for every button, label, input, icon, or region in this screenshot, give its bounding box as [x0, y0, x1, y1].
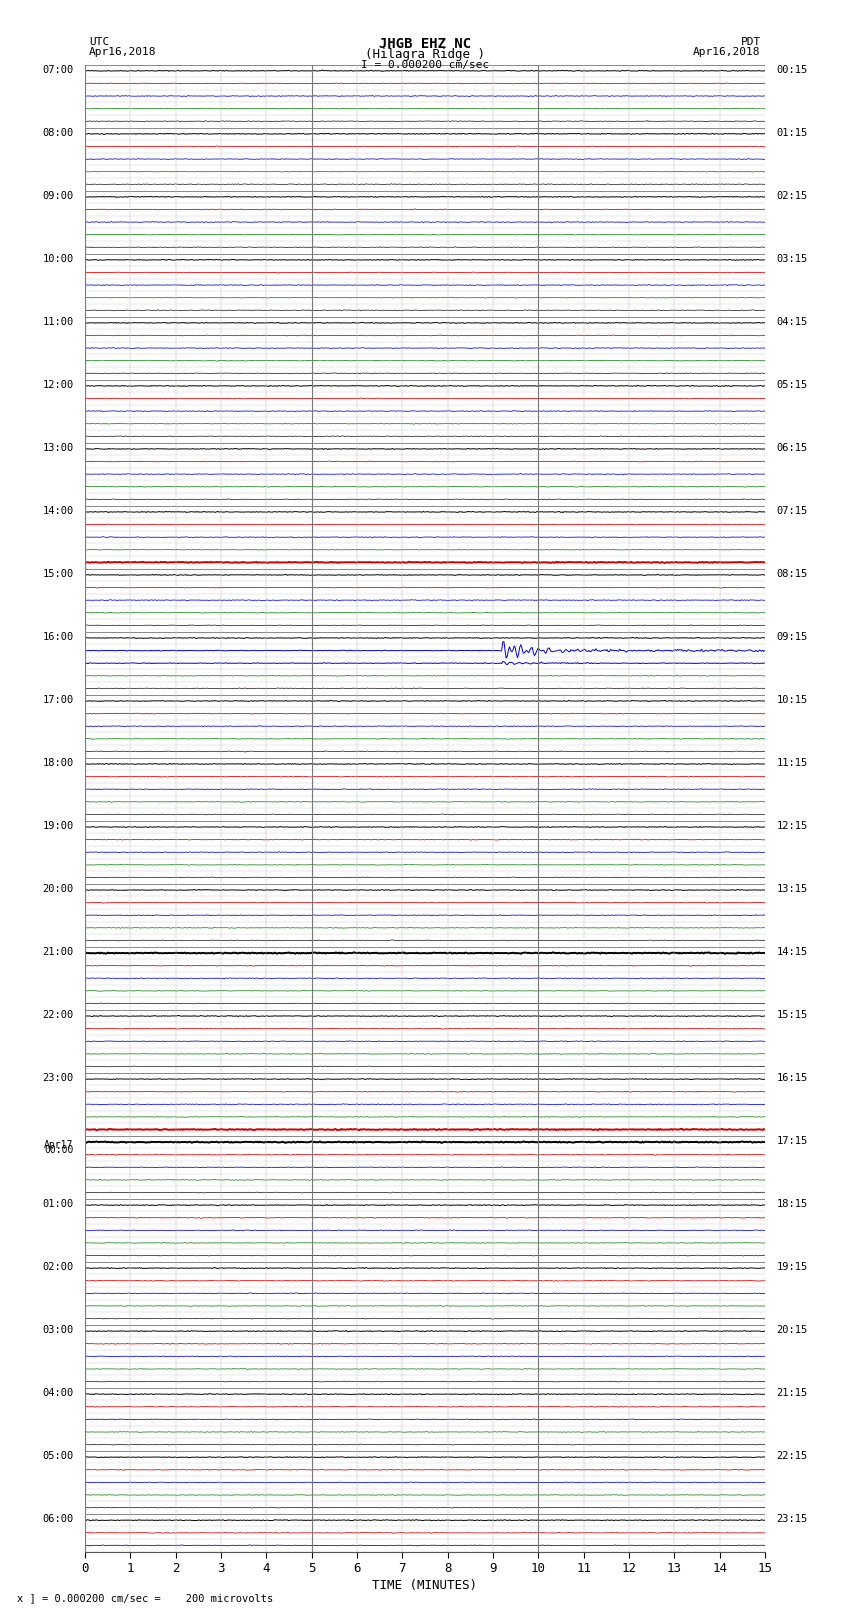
Text: 18:15: 18:15	[776, 1198, 808, 1208]
Text: 01:15: 01:15	[776, 127, 808, 137]
Text: 02:15: 02:15	[776, 190, 808, 200]
Text: 19:00: 19:00	[42, 821, 74, 831]
Text: Apr16,2018: Apr16,2018	[694, 47, 761, 56]
Text: 10:15: 10:15	[776, 695, 808, 705]
Text: 16:00: 16:00	[42, 632, 74, 642]
Text: 20:15: 20:15	[776, 1324, 808, 1336]
Text: 18:00: 18:00	[42, 758, 74, 768]
Text: Apr16,2018: Apr16,2018	[89, 47, 156, 56]
Text: 23:15: 23:15	[776, 1515, 808, 1524]
Text: 21:15: 21:15	[776, 1387, 808, 1398]
Text: 04:15: 04:15	[776, 316, 808, 326]
Text: 22:00: 22:00	[42, 1010, 74, 1019]
Text: 22:15: 22:15	[776, 1450, 808, 1461]
Text: 20:00: 20:00	[42, 884, 74, 894]
Text: 06:00: 06:00	[42, 1515, 74, 1524]
X-axis label: TIME (MINUTES): TIME (MINUTES)	[372, 1579, 478, 1592]
Text: 05:00: 05:00	[42, 1450, 74, 1461]
Text: 13:15: 13:15	[776, 884, 808, 894]
Text: 04:00: 04:00	[42, 1387, 74, 1398]
Text: JHGB EHZ NC: JHGB EHZ NC	[379, 37, 471, 52]
Text: 19:15: 19:15	[776, 1261, 808, 1271]
Text: 00:15: 00:15	[776, 65, 808, 74]
Text: 06:15: 06:15	[776, 442, 808, 453]
Text: 13:00: 13:00	[42, 442, 74, 453]
Text: 14:00: 14:00	[42, 505, 74, 516]
Text: I = 0.000200 cm/sec: I = 0.000200 cm/sec	[361, 60, 489, 69]
Text: 12:15: 12:15	[776, 821, 808, 831]
Text: 21:00: 21:00	[42, 947, 74, 957]
Text: (Hilagra Ridge ): (Hilagra Ridge )	[365, 48, 485, 61]
Text: 02:00: 02:00	[42, 1261, 74, 1271]
Text: 14:15: 14:15	[776, 947, 808, 957]
Text: 23:00: 23:00	[42, 1073, 74, 1082]
Text: 11:00: 11:00	[42, 316, 74, 326]
Text: 10:00: 10:00	[42, 253, 74, 263]
Text: 16:15: 16:15	[776, 1073, 808, 1082]
Text: 08:00: 08:00	[42, 127, 74, 137]
Text: 09:00: 09:00	[42, 190, 74, 200]
Text: 17:15: 17:15	[776, 1136, 808, 1145]
Text: UTC: UTC	[89, 37, 110, 47]
Text: 15:15: 15:15	[776, 1010, 808, 1019]
Text: 07:00: 07:00	[42, 65, 74, 74]
Text: PDT: PDT	[740, 37, 761, 47]
Text: 00:00: 00:00	[44, 1145, 74, 1155]
Text: 05:15: 05:15	[776, 379, 808, 390]
Text: 17:00: 17:00	[42, 695, 74, 705]
Text: 01:00: 01:00	[42, 1198, 74, 1208]
Text: 15:00: 15:00	[42, 569, 74, 579]
Text: Apr17: Apr17	[44, 1139, 74, 1150]
Text: 11:15: 11:15	[776, 758, 808, 768]
Text: 09:15: 09:15	[776, 632, 808, 642]
Text: x ] = 0.000200 cm/sec =    200 microvolts: x ] = 0.000200 cm/sec = 200 microvolts	[17, 1594, 273, 1603]
Text: 03:00: 03:00	[42, 1324, 74, 1336]
Text: 08:15: 08:15	[776, 569, 808, 579]
Text: 12:00: 12:00	[42, 379, 74, 390]
Text: 07:15: 07:15	[776, 505, 808, 516]
Text: 03:15: 03:15	[776, 253, 808, 263]
